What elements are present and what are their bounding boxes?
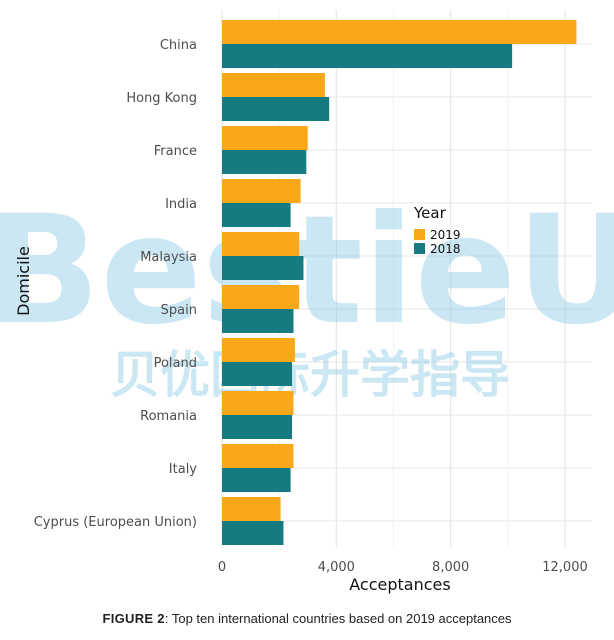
x-axis-title: Acceptances [349,575,450,594]
watermark: BestieU 贝优国际升学指导 [0,184,614,404]
bar-2019-poland [222,338,295,362]
y-tick-labels: China Hong Kong France India Malaysia Spain Po… [34,38,198,530]
legend-swatch-2019 [414,229,425,240]
bar-2018-cyprus-european-union [222,521,284,545]
y-tick-label: Malaysia [140,250,197,265]
bar-2019-romania [222,391,294,415]
legend-label-2018: 2018 [430,242,461,256]
bar-2019-india [222,179,301,203]
y-tick-label: Romania [140,409,197,424]
watermark-cjk: 贝优国际升学指导 [110,346,510,404]
bar-2019-cyprus-european-union [222,497,281,521]
bar-2018-italy [222,468,291,492]
watermark-latin: BestieU [0,184,614,358]
bar-2018-spain [222,309,294,333]
bar-2018-romania [222,415,293,439]
bar-2019-spain [222,285,300,309]
x-tick-labels: 0 4,000 8,000 12,000 [218,560,588,575]
bar-2019-china [222,20,577,44]
bar-2019-hong-kong [222,73,325,97]
y-axis-title: Domicile [14,246,33,316]
bar-2018-india [222,203,291,227]
bar-2018-hong-kong [222,97,330,121]
bar-2018-poland [222,362,293,386]
y-tick-label: Cyprus (European Union) [34,515,197,530]
bar-2019-malaysia [222,232,300,256]
bars [222,20,577,545]
legend-label-2019: 2019 [430,228,461,242]
bar-2018-france [222,150,307,174]
y-tick-label: China [160,38,197,53]
figure-caption-text: : Top ten international countries based … [164,611,512,626]
y-tick-label: Italy [169,462,198,477]
y-tick-label: Spain [161,303,197,318]
y-tick-label: Hong Kong [126,91,197,106]
y-tick-label: India [165,197,197,212]
legend-swatch-2018 [414,243,425,254]
figure-caption: FIGURE 2: Top ten international countrie… [0,611,614,626]
bar-chart: BestieU 贝优国际升学指导 China Hong Kong France Ind… [0,10,614,594]
bar-2019-italy [222,444,294,468]
x-tick-label: 4,000 [318,560,355,575]
legend-title: Year [413,204,447,222]
bar-2018-china [222,44,513,68]
bar-2019-france [222,126,308,150]
x-tick-label: 0 [218,560,226,575]
y-tick-label: Poland [154,356,197,371]
figure-label: FIGURE 2 [102,611,165,626]
x-tick-label: 12,000 [542,560,588,575]
bar-2018-malaysia [222,256,304,280]
y-tick-label: France [154,144,197,159]
x-tick-label: 8,000 [432,560,469,575]
